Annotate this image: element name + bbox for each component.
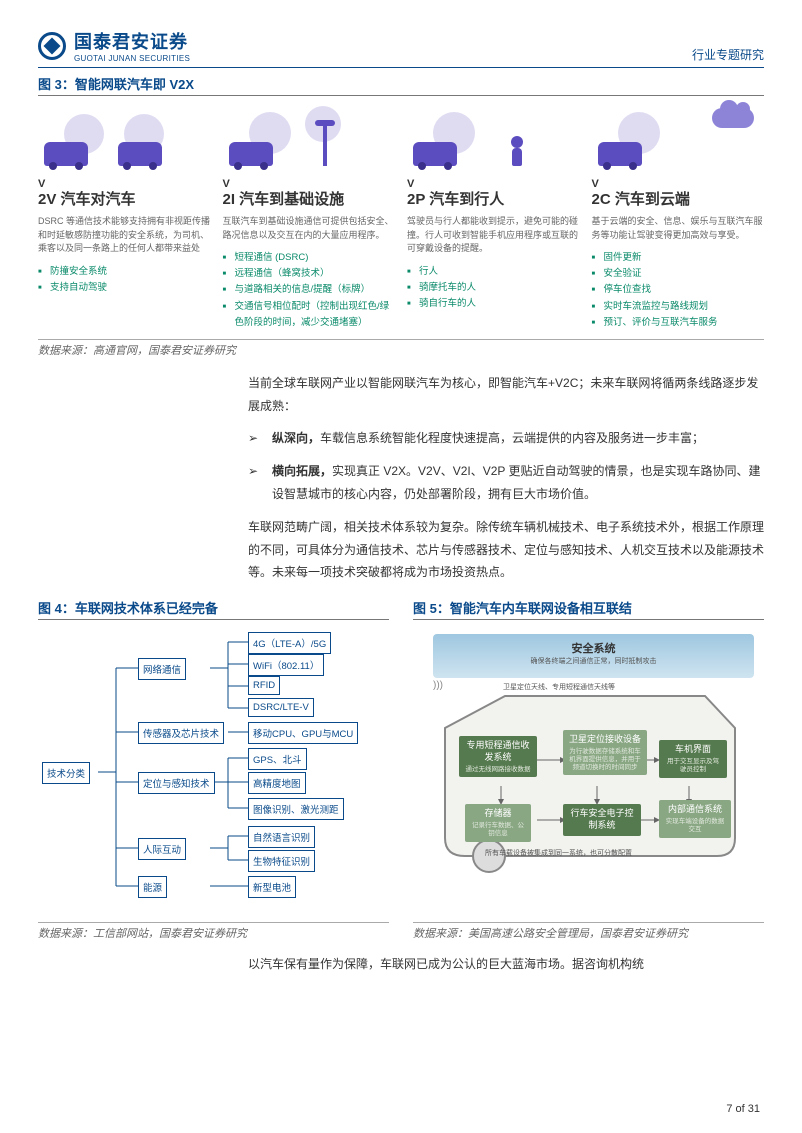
body-p2: 车联网范畴广阔，相关技术体系较为复杂。除传统车辆机械技术、电子系统技术外，根据工…	[248, 516, 764, 584]
fig5-title: 图 5：智能汽车内车联网设备相互联结	[413, 598, 764, 620]
list-item: 防撞安全系统	[38, 264, 211, 280]
list-item: 行人	[407, 264, 580, 280]
v2c-illustration	[592, 104, 765, 172]
v2v-list: 防撞安全系统 支持自动驾驶	[38, 264, 211, 296]
gps-box: 卫星定位接收设备 为行驶数据存储系统和车机界面提供信息，并用于频道切换时的时间同…	[563, 730, 647, 775]
fig4-title: 图 4：车联网技术体系已经完备	[38, 598, 389, 620]
tree-leaf: 新型电池	[248, 876, 296, 898]
tree-leaf: 4G（LTE-A）/5G	[248, 632, 331, 654]
logo-text-en: GUOTAI JUNAN SECURITIES	[74, 54, 190, 63]
body-bullet-2: ➢ 横向拓展，实现真正 V2X。V2V、V2I、V2P 更贴近自动驾驶的情景，也…	[248, 460, 764, 506]
list-item: 支持自动驾驶	[38, 280, 211, 296]
list-item: 安全验证	[592, 266, 765, 282]
tree-cat: 能源	[138, 876, 167, 898]
tree-leaf: 高精度地图	[248, 772, 306, 794]
list-item: 与道路相关的信息/提醒（标牌）	[223, 282, 396, 298]
internal-comm-box: 内部通信系统 实现车端设备的数据交互	[659, 800, 731, 837]
tree-cat: 定位与感知技术	[138, 772, 215, 794]
v2i-heading: V 2I 汽车到基础设施	[223, 178, 396, 209]
v2c-column: V 2C 汽车到云端 基于云端的安全、信息、娱乐与互联汽车服务等功能让驾驶变得更…	[592, 104, 765, 331]
fig3-source: 数据来源：高通官网，国泰君安证券研究	[38, 339, 764, 358]
tree-leaf: 生物特征识别	[248, 850, 315, 872]
vehicle-outline	[425, 688, 765, 888]
v2c-heading: V 2C 汽车到云端	[592, 178, 765, 209]
hmi-box: 车机界面 用于交互显示及驾驶员控制	[659, 740, 727, 777]
v2i-list: 短程通信 (DSRC) 远程通信（蜂窝技术） 与道路相关的信息/提醒（标牌） 交…	[223, 250, 396, 331]
tree-cat: 人际互动	[138, 838, 186, 860]
v2p-heading: V 2P 汽车到行人	[407, 178, 580, 209]
fig3-title: 图 3：智能网联汽车即 V2X	[38, 74, 764, 96]
page-number: 7 of 31	[726, 1103, 760, 1115]
v2i-column: V 2I 汽车到基础设施 互联汽车到基础设施通信可提供包括安全、路况信息以及交互…	[223, 104, 396, 331]
dsrc-box: 专用短程通信收发系统 通过无线网路接收数据	[459, 736, 537, 777]
ecu-box: 行车安全电子控制系统	[563, 804, 641, 835]
logo-icon	[38, 32, 66, 60]
v2p-list: 行人 骑摩托车的人 骑自行车的人	[407, 264, 580, 312]
list-item: 骑自行车的人	[407, 296, 580, 312]
tree-root: 技术分类	[42, 762, 90, 784]
logo-text-cn: 国泰君安证券	[74, 28, 190, 54]
list-item: 实时车流监控与路线规划	[592, 299, 765, 315]
tree-cat: 网络通信	[138, 658, 186, 680]
fig5-footnote: 所有车载设备被集成到同一系统，也可分散配置	[485, 848, 632, 858]
security-system-banner: 安全系统 确保各终端之间通信正常，同时抵制攻击	[433, 634, 754, 678]
list-item: 预订、评价与互联汽车服务	[592, 315, 765, 331]
list-item: 停车位查找	[592, 282, 765, 298]
fig5-source: 数据来源：美国高速公路安全管理局，国泰君安证券研究	[413, 922, 764, 941]
fig4-container: 图 4：车联网技术体系已经完备	[38, 594, 389, 941]
company-logo: 国泰君安证券 GUOTAI JUNAN SECURITIES	[38, 28, 190, 63]
tree-leaf: RFID	[248, 676, 280, 695]
tree-leaf: 图像识别、激光测距	[248, 798, 344, 820]
tree-leaf: DSRC/LTE-V	[248, 698, 314, 717]
tree-connectors	[38, 628, 398, 918]
list-item: 交通信号相位配时（控制出现红色/绿色阶段的时间，减少交通堵塞）	[223, 299, 396, 331]
fig4-source: 数据来源：工信部网站，国泰君安证券研究	[38, 922, 389, 941]
fig4-tree-diagram: 技术分类 网络通信 传感器及芯片技术 定位与感知技术 人际互动 能源 4G（LT…	[38, 628, 389, 918]
tree-leaf: 移动CPU、GPU与MCU	[248, 722, 358, 744]
tree-leaf: GPS、北斗	[248, 748, 307, 770]
doc-category: 行业专题研究	[692, 46, 764, 63]
list-item: 远程通信（蜂窝技术）	[223, 266, 396, 282]
v2p-desc: 驾驶员与行人都能收到提示，避免可能的碰撞。行人可收到智能手机应用程序或互联的可穿…	[407, 215, 580, 256]
tree-cat: 传感器及芯片技术	[138, 722, 224, 744]
v2v-heading: V 2V 汽车对汽车	[38, 178, 211, 209]
v2v-column: V 2V 汽车对汽车 DSRC 等通信技术能够支持拥有非视距传播和时延敏感防撞功…	[38, 104, 211, 331]
v2c-desc: 基于云端的安全、信息、娱乐与互联汽车服务等功能让驾驶变得更加高效与享受。	[592, 215, 765, 242]
v2c-list: 固件更新 安全验证 停车位查找 实时车流监控与路线规划 预订、评价与互联汽车服务	[592, 250, 765, 331]
v2i-desc: 互联汽车到基础设施通信可提供包括安全、路况信息以及交互在内的大量应用程序。	[223, 215, 396, 242]
v2v-illustration	[38, 104, 211, 172]
fig3-v2x-panel: V 2V 汽车对汽车 DSRC 等通信技术能够支持拥有非视距传播和时延敏感防撞功…	[38, 104, 764, 331]
tree-leaf: 自然语言识别	[248, 826, 315, 848]
body-bullet-1: ➢ 纵深向，车载信息系统智能化程度快速提高，云端提供的内容及服务进一步丰富；	[248, 427, 764, 450]
body-p1: 当前全球车联网产业以智能网联汽车为核心，即智能汽车+V2C；未来车联网将循两条线…	[248, 372, 764, 418]
main-body-text: 当前全球车联网产业以智能网联汽车为核心，即智能汽车+V2C；未来车联网将循两条线…	[248, 372, 764, 584]
closing-paragraph: 以汽车保有量作为保障，车联网已成为公认的巨大蓝海市场。据咨询机构统	[248, 953, 764, 976]
fig5-vehicle-diagram: 安全系统 确保各终端之间通信正常，同时抵制攻击 ))) 卫星定位天线、专用短程通…	[413, 628, 764, 918]
tree-leaf: WiFi（802.11）	[248, 654, 324, 676]
fig5-container: 图 5：智能汽车内车联网设备相互联结 安全系统 确保各终端之间通信正常，同时抵制…	[413, 594, 764, 941]
v2p-illustration	[407, 104, 580, 172]
arrow-icon: ➢	[248, 427, 262, 450]
list-item: 骑摩托车的人	[407, 280, 580, 296]
list-item: 短程通信 (DSRC)	[223, 250, 396, 266]
page-header: 国泰君安证券 GUOTAI JUNAN SECURITIES 行业专题研究	[38, 28, 764, 68]
v2p-column: V 2P 汽车到行人 驾驶员与行人都能收到提示，避免可能的碰撞。行人可收到智能手…	[407, 104, 580, 331]
list-item: 固件更新	[592, 250, 765, 266]
v2v-desc: DSRC 等通信技术能够支持拥有非视距传播和时延敏感防撞功能的安全系统，为司机、…	[38, 215, 211, 256]
memory-box: 存储器 记录行车数据、公钥信息	[465, 804, 531, 841]
arrow-icon: ➢	[248, 460, 262, 506]
v2i-illustration	[223, 104, 396, 172]
